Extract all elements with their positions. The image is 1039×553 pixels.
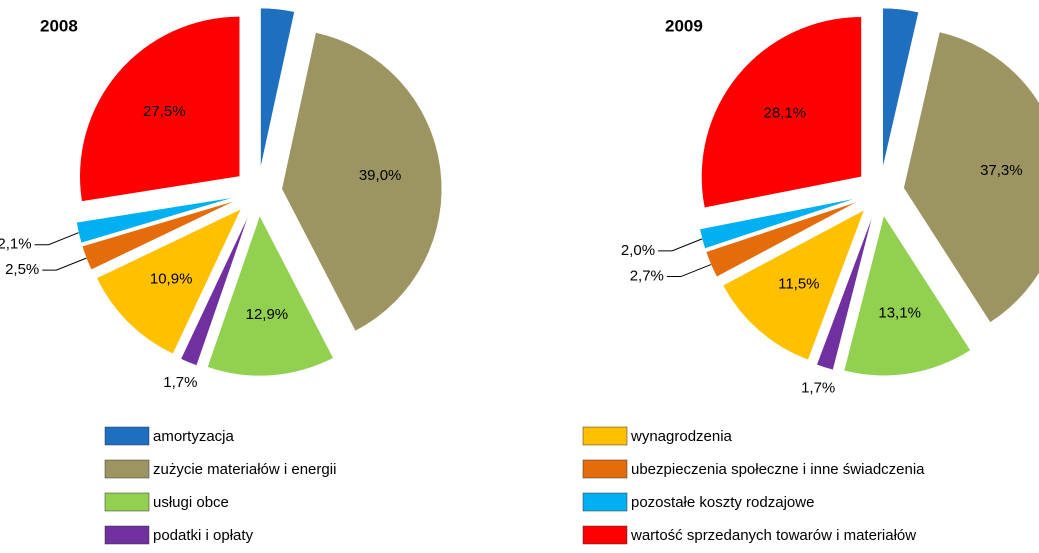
legend-swatch bbox=[582, 492, 628, 512]
data-label: 2,7% bbox=[630, 268, 664, 285]
data-label: 2,0% bbox=[621, 242, 655, 259]
leader-line bbox=[666, 264, 712, 278]
pie-slice bbox=[843, 215, 971, 376]
data-label: 11,5% bbox=[778, 276, 819, 293]
pie-slice bbox=[882, 7, 919, 169]
data-label: 10,9% bbox=[150, 270, 193, 287]
legend-label: amortyzacja bbox=[153, 428, 235, 445]
pie-slice bbox=[260, 7, 295, 169]
leader-line bbox=[658, 238, 703, 252]
chart-title: 2009 bbox=[665, 16, 703, 35]
chart-title: 2008 bbox=[40, 16, 78, 35]
pie-slice bbox=[281, 32, 443, 332]
legend-label: wartość sprzedanych towarów i materiałów bbox=[630, 527, 916, 544]
leader-line bbox=[34, 232, 79, 246]
data-label: 1,7% bbox=[801, 379, 835, 396]
data-label: 1,7% bbox=[163, 374, 197, 391]
data-label: 37,3% bbox=[980, 162, 1023, 179]
legend-label: wynagrodzenia bbox=[630, 428, 733, 445]
legend-label: zużycie materiałów i energii bbox=[153, 461, 336, 478]
legend-swatch bbox=[104, 459, 150, 479]
legend-label: usługi obce bbox=[153, 494, 229, 511]
leader-line bbox=[42, 257, 87, 271]
legend-swatch bbox=[582, 525, 628, 545]
pie-slice bbox=[81, 200, 236, 270]
legend-swatch bbox=[104, 492, 150, 512]
data-label: 2,5% bbox=[5, 261, 39, 278]
legend-swatch bbox=[104, 426, 150, 446]
data-label: 39,0% bbox=[359, 167, 402, 184]
legend-swatch bbox=[582, 459, 628, 479]
data-label: 28,1% bbox=[764, 105, 807, 122]
data-label: 12,9% bbox=[246, 306, 289, 323]
pie-slice bbox=[207, 215, 334, 377]
legend-swatch bbox=[104, 525, 150, 545]
data-label: 13,1% bbox=[878, 305, 921, 322]
pie-slice bbox=[180, 214, 250, 366]
pie-slice bbox=[701, 16, 862, 209]
legend-label: ubezpieczenia społeczne i inne świadczen… bbox=[631, 461, 925, 478]
pie-slice bbox=[722, 209, 865, 361]
pie-slice bbox=[96, 208, 242, 355]
legend-label: podatki i opłaty bbox=[153, 527, 254, 544]
legend-label: pozostałe koszty rodzajowe bbox=[631, 494, 814, 511]
pie-slice bbox=[699, 197, 857, 249]
data-label: 2,1% bbox=[0, 236, 32, 253]
pie-slice bbox=[903, 31, 1039, 323]
pie-slice bbox=[816, 214, 874, 371]
data-label: 27,5% bbox=[143, 103, 186, 120]
pie-slice bbox=[79, 16, 240, 202]
legend-swatch bbox=[582, 426, 628, 446]
